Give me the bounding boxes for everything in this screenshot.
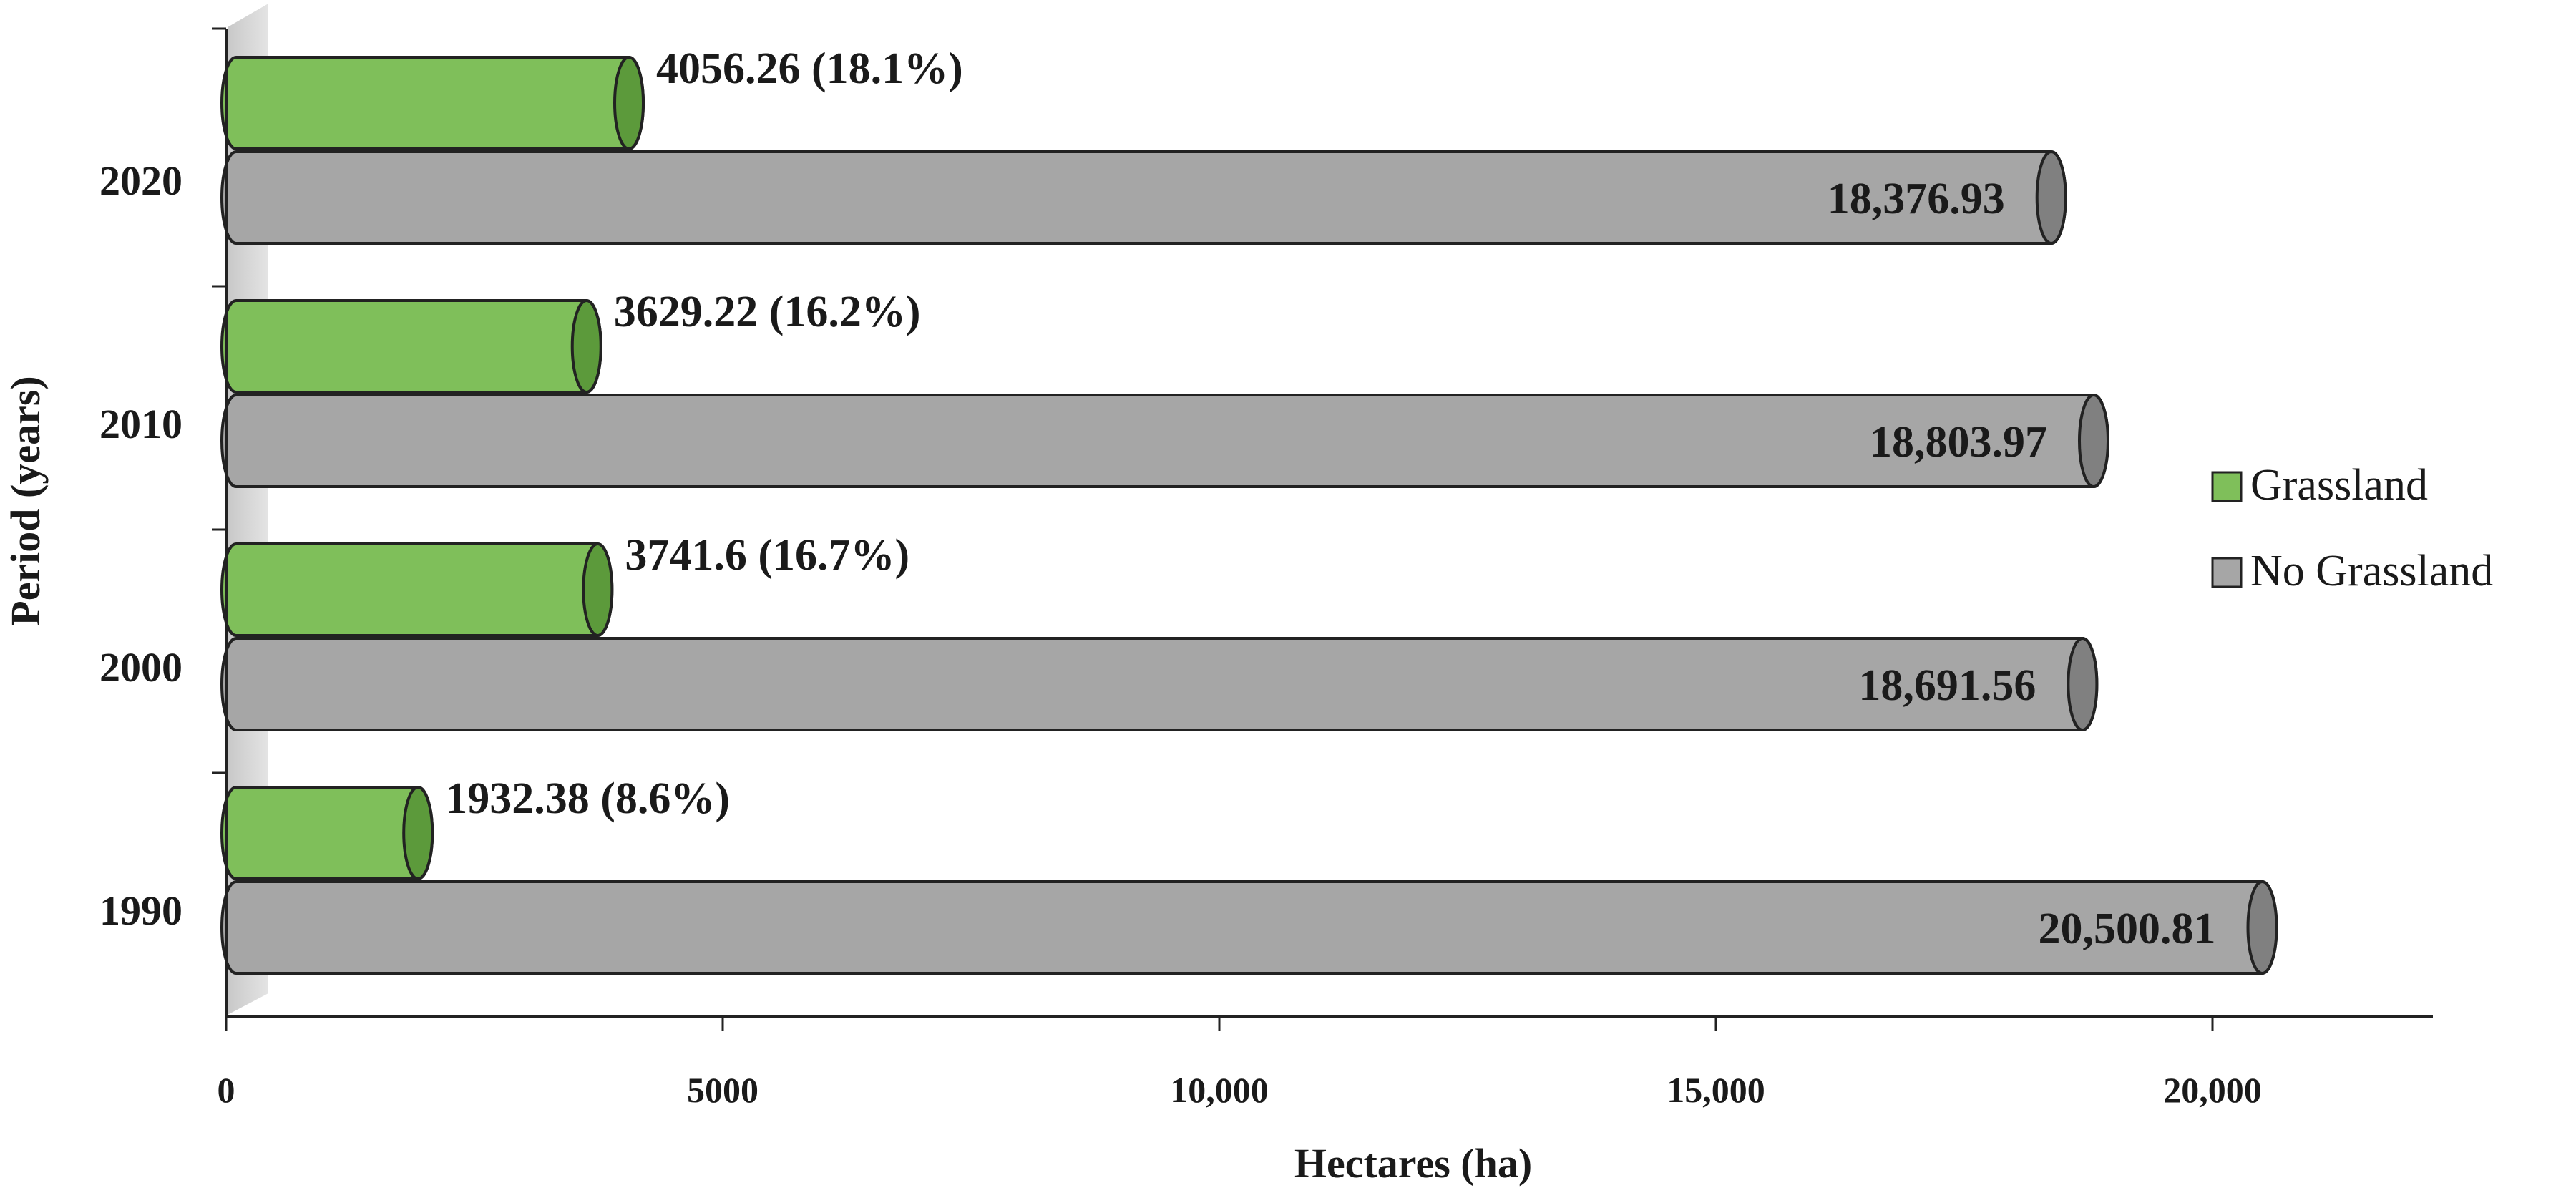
x-tick-label: 0	[218, 1070, 235, 1110]
category-label-2000: 2000	[99, 644, 182, 691]
legend-swatch	[2211, 557, 2243, 588]
bar-body	[220, 880, 2278, 975]
bar-no-grassland-2010: 18,803.97	[220, 394, 2109, 488]
bar-cap	[582, 542, 614, 637]
data-label: 20,500.81	[2039, 905, 2216, 953]
bar-body	[220, 542, 614, 637]
data-label: 1932.38 (8.6%)	[445, 774, 730, 823]
data-label: 4056.26 (18.1%)	[656, 44, 963, 93]
legend-item-no-grassland: No Grassland	[2211, 547, 2493, 595]
category-label-1990: 1990	[99, 887, 182, 934]
category-label-2010: 2010	[99, 401, 182, 447]
bar-cap	[613, 56, 645, 150]
axis-back-wall	[228, 4, 268, 1015]
legend-swatch	[2211, 471, 2243, 502]
data-label: 18,803.97	[1870, 418, 2047, 467]
bar-no-grassland-2000: 18,691.56	[220, 637, 2099, 731]
bar-body	[220, 786, 434, 880]
x-tick-label: 5000	[687, 1070, 758, 1110]
data-label: 3741.6 (16.7%)	[625, 531, 909, 580]
legend-item-grassland: Grassland	[2211, 461, 2428, 510]
bar-cap	[402, 786, 434, 880]
legend-label: Grassland	[2250, 461, 2428, 510]
ticks-layer: 0 5000 10,000 15,000 20,000	[212, 27, 2262, 1110]
legend: Grassland No Grassland	[2211, 461, 2493, 595]
bar-body	[220, 150, 2067, 245]
bar-grassland-2000: 3741.6 (16.7%)	[220, 531, 909, 637]
bar-cap	[570, 299, 602, 394]
bar-body	[220, 637, 2099, 731]
bars-layer: 4056.26 (18.1%) 18,376.93 3629.22 (16.2%) 1…	[220, 44, 2278, 975]
bar-grassland-2010: 3629.22 (16.2%)	[220, 288, 921, 394]
bar-cap	[2035, 150, 2067, 245]
data-label: 3629.22 (16.2%)	[614, 288, 921, 336]
x-axis-title: Hectares (ha)	[1294, 1140, 1532, 1187]
bar-cap	[2067, 637, 2099, 731]
x-tick-label: 15,000	[1667, 1070, 1765, 1110]
bar-body	[220, 394, 2109, 488]
bar-no-grassland-1990: 20,500.81	[220, 880, 2278, 975]
bar-no-grassland-2020: 18,376.93	[220, 150, 2067, 245]
data-label: 18,691.56	[1858, 661, 2036, 710]
x-tick-label: 10,000	[1170, 1070, 1269, 1110]
bar-cap	[2246, 880, 2278, 975]
data-label: 18,376.93	[1828, 175, 2005, 223]
legend-label: No Grassland	[2250, 547, 2493, 595]
bar-body	[220, 56, 645, 150]
category-label-2020: 2020	[99, 157, 182, 204]
bar-cap	[2077, 394, 2109, 488]
bar-grassland-1990: 1932.38 (8.6%)	[220, 774, 730, 880]
y-axis-title: Period (years)	[2, 376, 49, 625]
bar-grassland-2020: 4056.26 (18.1%)	[220, 44, 963, 150]
x-tick-label: 20,000	[2163, 1070, 2262, 1110]
category-labels: 2020 2010 2000 1990	[99, 157, 182, 934]
bar-body	[220, 299, 602, 394]
